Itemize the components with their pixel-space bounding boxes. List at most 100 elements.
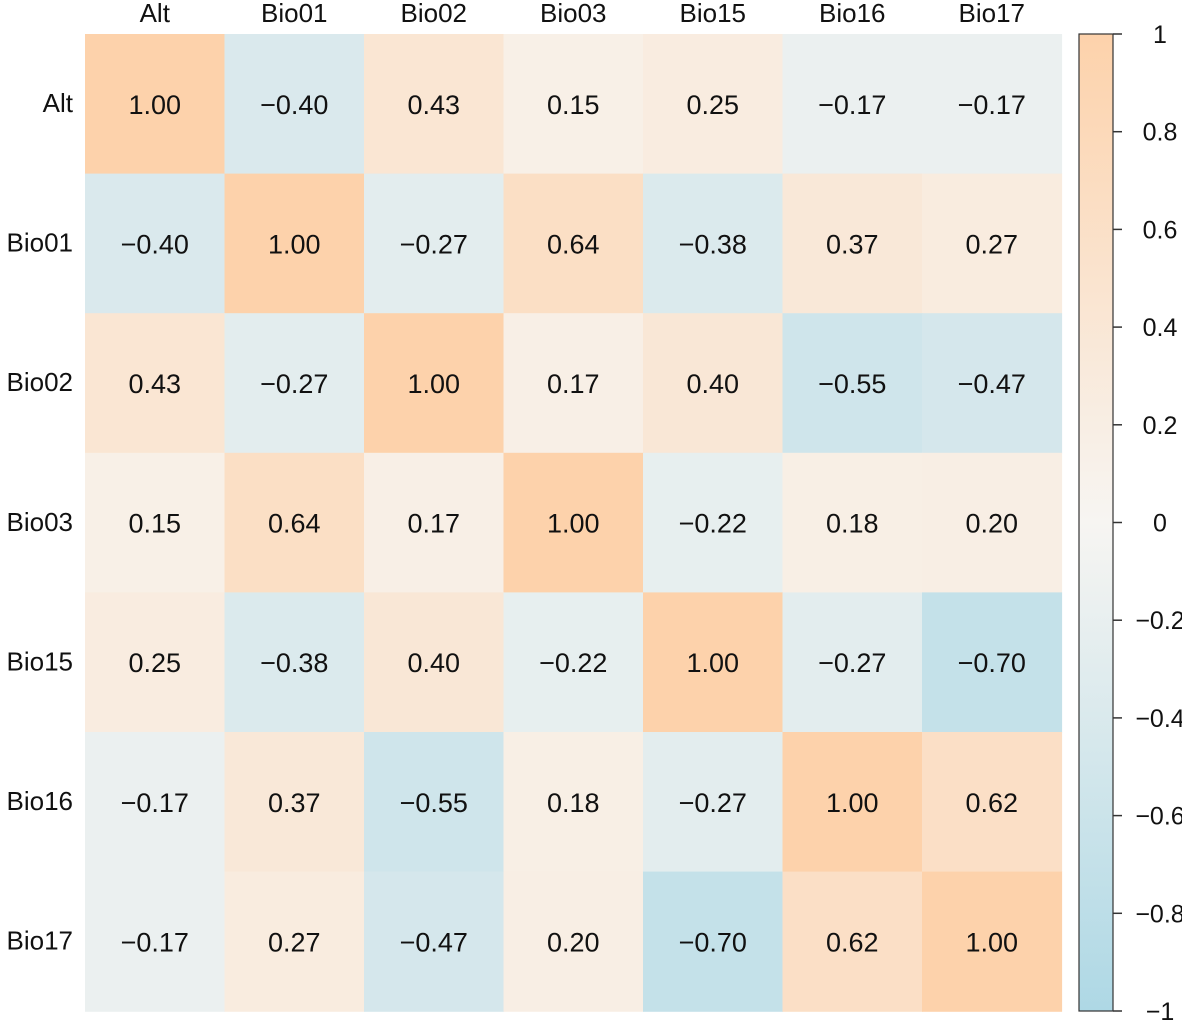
heatmap-cell-bio17-bio02 xyxy=(364,871,505,1012)
cell-value-label: 0.27 xyxy=(268,927,321,957)
heatmap-cell-bio16-bio01 xyxy=(224,732,365,873)
cell-value-label: 0.40 xyxy=(686,369,739,399)
heatmap-cell-bio17-bio03 xyxy=(503,871,644,1012)
cell-value-label: 0.15 xyxy=(547,90,600,120)
cell-value-label: −0.40 xyxy=(260,90,328,120)
heatmap-cell-bio01-bio15 xyxy=(643,173,784,314)
cell-value-label: 0.37 xyxy=(268,788,321,818)
colorbar-tick-label: 1 xyxy=(1153,21,1167,49)
cell-value-label: 1.00 xyxy=(128,90,181,120)
column-label-bio01: Bio01 xyxy=(261,0,328,28)
heatmap-cell-bio03-bio03 xyxy=(503,452,644,593)
row-label-bio03: Bio03 xyxy=(7,507,74,537)
colorbar-tick-label: −0.6 xyxy=(1135,803,1182,831)
heatmap-cell-alt-bio16 xyxy=(782,34,923,175)
cell-value-label: 0.17 xyxy=(407,509,460,539)
heatmap-cell-bio03-bio16 xyxy=(782,452,923,593)
cell-value-label: 0.64 xyxy=(547,229,600,259)
heatmap-cell-bio16-bio02 xyxy=(364,732,505,873)
colorbar: 1 0.8 0.6 0.4 0.2 0 −0.2 −0.4 −0.6 −0.8 −1 xyxy=(1078,21,1182,1023)
heatmap-cell-bio15-bio16 xyxy=(782,592,923,733)
cell-value-label: 0.62 xyxy=(826,927,879,957)
cell-value-label: −0.55 xyxy=(400,788,468,818)
row-label-bio02: Bio02 xyxy=(7,367,74,397)
column-labels: Alt Bio01 Bio02 Bio03 Bio15 Bio16 Bio17 xyxy=(140,0,1025,28)
heatmap-cell-bio02-bio17 xyxy=(922,313,1063,454)
cell-value-label: −0.17 xyxy=(958,90,1026,120)
cell-value-label: −0.17 xyxy=(121,927,189,957)
heatmap-cell-alt-bio02 xyxy=(364,34,505,175)
column-label-bio02: Bio02 xyxy=(401,0,468,28)
heatmap-cell-alt-bio03 xyxy=(503,34,644,175)
cell-value-label: 1.00 xyxy=(407,369,460,399)
colorbar-tick-label: 0.6 xyxy=(1143,216,1178,244)
cell-value-label: 0.27 xyxy=(965,229,1018,259)
heatmap-cell-alt-bio17 xyxy=(922,34,1063,175)
cell-value-label: −0.17 xyxy=(121,788,189,818)
cell-value-label: −0.27 xyxy=(400,229,468,259)
row-labels: Alt Bio01 Bio02 Bio03 Bio15 Bio16 Bio17 xyxy=(7,88,74,956)
cell-value-label: −0.27 xyxy=(679,788,747,818)
heatmap-cell-bio15-alt xyxy=(85,592,226,733)
heatmap-cell-bio16-bio16 xyxy=(782,732,923,873)
cell-value-label: −0.47 xyxy=(958,369,1026,399)
heatmap-cell-bio16-bio03 xyxy=(503,732,644,873)
cell-value-label: 0.15 xyxy=(128,509,181,539)
cell-value-label: 1.00 xyxy=(826,788,879,818)
cell-value-label: 0.25 xyxy=(128,648,181,678)
heatmap-cell-bio15-bio17 xyxy=(922,592,1063,733)
heatmap-cell-bio02-bio15 xyxy=(643,313,784,454)
heatmap-cell-bio02-bio01 xyxy=(224,313,365,454)
heatmap-cell-bio16-alt xyxy=(85,732,226,873)
row-label-alt: Alt xyxy=(43,88,74,118)
cell-value-label: 1.00 xyxy=(268,229,321,259)
cell-value-label: 1.00 xyxy=(686,648,739,678)
row-label-bio15: Bio15 xyxy=(7,646,74,676)
row-label-bio01: Bio01 xyxy=(7,228,74,258)
cell-value-label: 0.18 xyxy=(826,509,879,539)
cell-value-label: 0.43 xyxy=(128,369,181,399)
colorbar-tick-label: −0.8 xyxy=(1135,900,1182,928)
cell-value-label: 0.40 xyxy=(407,648,460,678)
heatmap-cell-bio17-bio15 xyxy=(643,871,784,1012)
cell-value-label: 0.43 xyxy=(407,90,460,120)
cell-value-label: −0.27 xyxy=(818,648,886,678)
heatmap-cell-bio03-bio17 xyxy=(922,452,1063,593)
cell-value-label: 0.37 xyxy=(826,229,879,259)
colorbar-tick-label: 0.2 xyxy=(1143,412,1178,440)
cell-value-label: −0.70 xyxy=(958,648,1026,678)
heatmap-cell-bio03-alt xyxy=(85,452,226,593)
heatmap-cell-bio01-alt xyxy=(85,173,226,314)
cell-value-label: −0.40 xyxy=(121,229,189,259)
heatmap-cells xyxy=(85,34,1063,1012)
heatmap-cell-alt-alt xyxy=(85,34,226,175)
cell-value-label: 1.00 xyxy=(547,509,600,539)
heatmap-cell-bio17-bio16 xyxy=(782,871,923,1012)
row-label-bio17: Bio17 xyxy=(7,926,74,956)
heatmap-cell-bio01-bio02 xyxy=(364,173,505,314)
heatmap-cell-labels: 1.00 −0.40 0.43 0.15 0.25 −0.17 −0.17 −0.40 1.00… xyxy=(121,90,1026,958)
heatmap-cell-bio03-bio01 xyxy=(224,452,365,593)
colorbar-tick-label: 0.4 xyxy=(1143,314,1178,342)
colorbar-tick-label: 0.8 xyxy=(1143,119,1178,147)
cell-value-label: −0.38 xyxy=(679,229,747,259)
column-label-bio15: Bio15 xyxy=(680,0,747,28)
colorbar-tick-label: −0.2 xyxy=(1135,607,1182,635)
cell-value-label: 0.17 xyxy=(547,369,600,399)
heatmap-cell-bio01-bio17 xyxy=(922,173,1063,314)
heatmap-cell-bio17-bio17 xyxy=(922,871,1063,1012)
heatmap-cell-bio01-bio01 xyxy=(224,173,365,314)
colorbar-gradient xyxy=(1078,33,1114,1012)
heatmap-cell-bio03-bio15 xyxy=(643,452,784,593)
heatmap-cell-bio02-alt xyxy=(85,313,226,454)
cell-value-label: 0.20 xyxy=(965,509,1018,539)
heatmap-cell-bio17-alt xyxy=(85,871,226,1012)
cell-value-label: 1.00 xyxy=(965,927,1018,957)
cell-value-label: 0.20 xyxy=(547,927,600,957)
heatmap-cell-bio01-bio16 xyxy=(782,173,923,314)
cell-value-label: 0.25 xyxy=(686,90,739,120)
heatmap-cell-alt-bio15 xyxy=(643,34,784,175)
heatmap-cell-bio16-bio17 xyxy=(922,732,1063,873)
colorbar-tick-label: −0.4 xyxy=(1135,705,1182,733)
